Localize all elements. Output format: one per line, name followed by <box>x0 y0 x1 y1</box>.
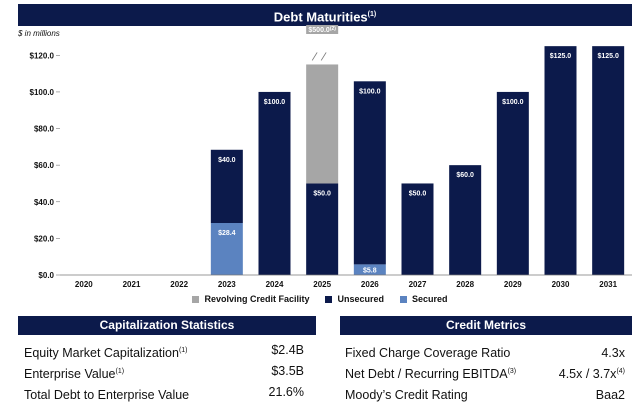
legend-item: Secured <box>400 294 448 304</box>
data-label: $100.0 <box>502 99 524 106</box>
bar-secured <box>353 264 386 275</box>
metric-value: 4.3x <box>601 346 625 361</box>
capitalization-title: Capitalization Statistics <box>18 316 316 335</box>
legend-label: Revolving Credit Facility <box>204 294 310 304</box>
revolver-label-box <box>306 25 339 34</box>
bar-unsecured <box>353 81 386 265</box>
legend-label: Unsecured <box>337 294 385 304</box>
bar-unsecured <box>496 91 529 275</box>
data-label: $5.8 <box>363 267 377 274</box>
legend-swatch <box>400 295 408 303</box>
bar-revolving-credit <box>306 64 339 184</box>
bar-unsecured <box>306 183 339 275</box>
bar-unsecured <box>449 165 482 275</box>
credit-row: Fixed Charge Coverage Ratio 4.3x <box>345 340 625 361</box>
axis-break-mark <box>320 52 327 61</box>
revolver-total-label: $500.0(2) <box>308 26 336 34</box>
x-tick-label: 2029 <box>504 280 522 289</box>
bar-unsecured <box>592 46 625 276</box>
chart-title-footnote: (1) <box>367 11 377 18</box>
bar-secured <box>210 223 243 275</box>
legend-label: Secured <box>412 294 448 304</box>
legend-swatch <box>192 295 200 303</box>
y-tick-label: $100.0 <box>30 88 55 97</box>
metric-value: $2.4B <box>271 343 304 357</box>
units-label: $ in millions <box>18 29 60 38</box>
axis-break-mark <box>311 52 318 61</box>
capitalization-row: Enterprise Value(1) $3.5B <box>24 361 304 382</box>
x-tick-label: 2030 <box>552 280 570 289</box>
metric-label: Total Debt to Enterprise Value <box>24 388 190 403</box>
chart-title-text: Debt Maturities <box>273 9 368 25</box>
data-label: $28.4 <box>218 230 236 237</box>
bar-unsecured <box>258 91 291 275</box>
y-tick-label: $40.0 <box>34 198 55 207</box>
credit-metrics-title: Credit Metrics <box>340 316 632 335</box>
y-tick-label: $0.0 <box>38 271 54 280</box>
data-label: $50.0 <box>313 190 331 197</box>
data-label: $40.0 <box>218 157 236 164</box>
data-label: $100.0 <box>359 88 381 95</box>
legend-swatch <box>325 295 333 303</box>
bar-unsecured <box>544 46 577 276</box>
bar-unsecured <box>210 149 243 224</box>
metric-label: Enterprise Value <box>24 367 116 382</box>
capitalization-row: Equity Market Capitalization(1) $2.4B <box>24 340 304 361</box>
metric-footnote: (1) <box>115 368 125 375</box>
y-tick-label: $80.0 <box>34 125 55 134</box>
metric-value: 4.5x / 3.7x(4) <box>558 367 625 382</box>
capitalization-row: Total Debt to Enterprise Value 21.6% <box>24 382 304 403</box>
x-tick-label: 2025 <box>313 280 331 289</box>
capitalization-table: Equity Market Capitalization(1) $2.4B Ent… <box>24 340 304 403</box>
legend-item: Unsecured <box>325 294 384 304</box>
legend-item: Revolving Credit Facility <box>192 294 309 304</box>
metric-label: Fixed Charge Coverage Ratio <box>345 346 511 361</box>
metric-value: Baa2 <box>595 388 625 403</box>
debt-maturities-chart: $0.0 $20.0 $40.0 $60.0 $80.0 $100.0 $120.0 2020… <box>30 25 632 289</box>
bar-unsecured <box>401 183 434 275</box>
metric-value: 21.6% <box>268 385 304 399</box>
x-tick-label: 2021 <box>123 280 141 289</box>
y-tick-label: $20.0 <box>34 234 55 243</box>
x-tick-label: 2027 <box>409 280 427 289</box>
metric-label: Moody’s Credit Rating <box>345 388 468 403</box>
metric-label: Equity Market Capitalization <box>24 346 179 361</box>
x-tick-label: 2024 <box>266 280 284 289</box>
credit-row: Moody’s Credit Rating Baa2 <box>345 382 625 403</box>
metric-label: Net Debt / Recurring EBITDA <box>345 367 508 382</box>
data-label: $60.0 <box>456 172 474 179</box>
x-tick-label: 2023 <box>218 280 236 289</box>
metric-value: $3.5B <box>271 364 304 378</box>
x-tick-label: 2022 <box>170 280 188 289</box>
credit-row: Net Debt / Recurring EBITDA(3) 4.5x / 3.7… <box>345 361 625 382</box>
metric-footnote: (3) <box>507 368 517 375</box>
data-label: $125.0 <box>597 53 619 60</box>
data-label: $100.0 <box>264 99 286 106</box>
x-tick-label: 2026 <box>361 280 379 289</box>
x-tick-label: 2031 <box>599 280 617 289</box>
chart-title: Debt Maturities(1) <box>18 4 632 26</box>
metric-footnote: (1) <box>178 347 188 354</box>
x-tick-label: 2028 <box>456 280 474 289</box>
data-label: $50.0 <box>409 190 427 197</box>
y-tick-label: $120.0 <box>30 51 55 60</box>
y-tick-label: $60.0 <box>34 161 55 170</box>
data-label: $125.0 <box>550 53 572 60</box>
metric-value-footnote: (4) <box>616 368 625 375</box>
chart-legend: Revolving Credit Facility Unsecured Secure… <box>0 294 640 304</box>
x-tick-label: 2020 <box>75 280 93 289</box>
credit-metrics-table: Fixed Charge Coverage Ratio 4.3x Net Debt… <box>345 340 625 403</box>
